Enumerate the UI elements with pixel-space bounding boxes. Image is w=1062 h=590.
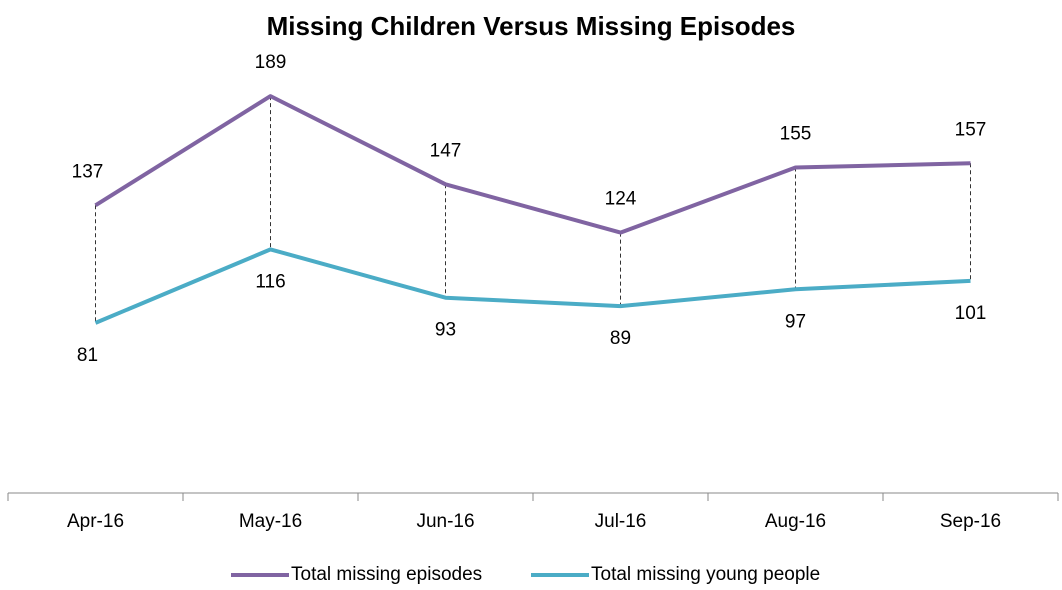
x-tick-label: Jul-16 (595, 511, 647, 532)
data-label: 116 (255, 271, 285, 292)
data-label: 189 (255, 52, 287, 73)
x-tick-label: Jun-16 (416, 511, 474, 532)
data-label: 157 (955, 119, 987, 140)
legend-label: Total missing young people (591, 564, 820, 585)
x-tick-label: Sep-16 (940, 511, 1001, 532)
x-tick-label: May-16 (239, 511, 302, 532)
series-line (94, 247, 971, 325)
data-label: 89 (610, 328, 631, 349)
data-label: 97 (785, 311, 806, 332)
data-label: 93 (435, 320, 456, 341)
x-tick-label: Apr-16 (67, 511, 124, 532)
data-label: 137 (72, 161, 104, 182)
legend-label: Total missing episodes (291, 564, 482, 585)
chart-title: Missing Children Versus Missing Episodes (267, 11, 796, 41)
data-label: 147 (430, 140, 462, 161)
data-label: 81 (77, 345, 98, 366)
data-label: 101 (955, 303, 987, 324)
series-line (94, 94, 971, 235)
x-tick-label: Aug-16 (765, 511, 826, 532)
data-label: 124 (605, 189, 637, 210)
data-label: 155 (780, 124, 812, 145)
